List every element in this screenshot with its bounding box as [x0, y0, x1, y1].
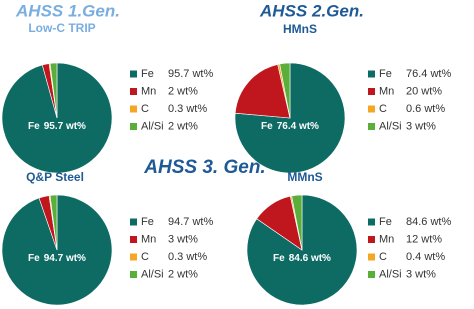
legend-label: Mn — [379, 85, 394, 97]
pie-slice — [49, 62, 58, 119]
legend-value: 0.4 wt% — [406, 251, 445, 263]
legend-label: Fe — [141, 68, 154, 80]
legend-label: C — [141, 103, 149, 115]
legend-value: 20 wt% — [406, 85, 442, 97]
legend-swatch — [130, 218, 137, 226]
legend-swatch — [130, 253, 137, 261]
legend-label: Al/Si — [141, 268, 164, 280]
legend-label: Mn — [379, 233, 394, 245]
group-heading: AHSS 3. Gen. — [143, 157, 265, 178]
slice-label: Fe 94.7 wt% — [28, 253, 86, 264]
legend-value: 12 wt% — [406, 233, 442, 245]
slice-label-name: Fe — [28, 253, 40, 264]
chart-title: Q&P Steel — [26, 170, 84, 184]
legend-value: 2 wt% — [168, 120, 198, 132]
legend-value: 95.7 wt% — [168, 68, 213, 80]
legend-swatch — [130, 105, 137, 113]
legend-value: 2 wt% — [168, 268, 198, 280]
legend-value: 3 wt% — [168, 233, 198, 245]
group-heading: AHSS 2.Gen. — [259, 1, 364, 20]
legend-value: 3 wt% — [406, 268, 436, 280]
legend-swatch — [130, 123, 137, 130]
slice-label: Fe 76.4 wt% — [261, 121, 319, 132]
legend-value: 3 wt% — [406, 120, 436, 132]
legend-label: Fe — [379, 216, 392, 228]
legend-label: Al/Si — [379, 120, 402, 132]
legend-value: 0.3 wt% — [168, 103, 207, 115]
slice-label-name: Fe — [28, 121, 40, 132]
legend-value: 0.6 wt% — [406, 103, 445, 115]
legend-swatch — [368, 253, 375, 261]
legend-swatch — [368, 218, 375, 226]
legend-swatch — [130, 271, 137, 278]
legend-swatch — [368, 236, 375, 243]
slice-label: Fe 84.6 wt% — [273, 253, 331, 264]
legend-swatch — [368, 123, 375, 130]
legend-label: Al/Si — [141, 120, 164, 132]
legend-label: Fe — [379, 68, 392, 80]
legend-value: 76.4 wt% — [406, 68, 451, 80]
legend-swatch — [368, 88, 375, 95]
legend-label: Al/Si — [379, 268, 402, 280]
legend-value: 2 wt% — [168, 85, 198, 97]
legend-swatch — [368, 271, 375, 278]
slice-label-name: Fe — [261, 121, 273, 132]
legend-label: C — [379, 103, 387, 115]
legend-value: 84.6 wt% — [406, 216, 451, 228]
slice-label-value: 94.7 wt% — [44, 253, 86, 264]
chart-title: Low-C TRIP — [28, 21, 95, 35]
pie-slice — [49, 194, 58, 251]
pie-slice — [291, 194, 303, 251]
slice-label-value: 76.4 wt% — [277, 121, 319, 132]
chart-title: HMnS — [283, 22, 317, 36]
group-heading: AHSS 1.Gen. — [15, 1, 120, 20]
slice-label-value: 84.6 wt% — [289, 253, 331, 264]
legend-label: C — [379, 251, 387, 263]
chart-title: MMnS — [287, 170, 322, 184]
legend-swatch — [130, 236, 137, 243]
slice-label-value: 95.7 wt% — [44, 121, 86, 132]
slice-label-name: Fe — [273, 253, 285, 264]
legend-value: 94.7 wt% — [168, 216, 213, 228]
pie-slice — [279, 62, 291, 119]
legend-swatch — [368, 70, 375, 78]
slice-label: Fe 95.7 wt% — [28, 121, 86, 132]
pie-slice — [234, 64, 291, 119]
legend-swatch — [130, 88, 137, 95]
legend-label: Mn — [141, 85, 156, 97]
legend-value: 0.3 wt% — [168, 251, 207, 263]
legend-swatch — [368, 105, 375, 113]
legend-label: Mn — [141, 233, 156, 245]
legend-label: Fe — [141, 216, 154, 228]
legend-swatch — [130, 70, 137, 78]
legend-label: C — [141, 251, 149, 263]
